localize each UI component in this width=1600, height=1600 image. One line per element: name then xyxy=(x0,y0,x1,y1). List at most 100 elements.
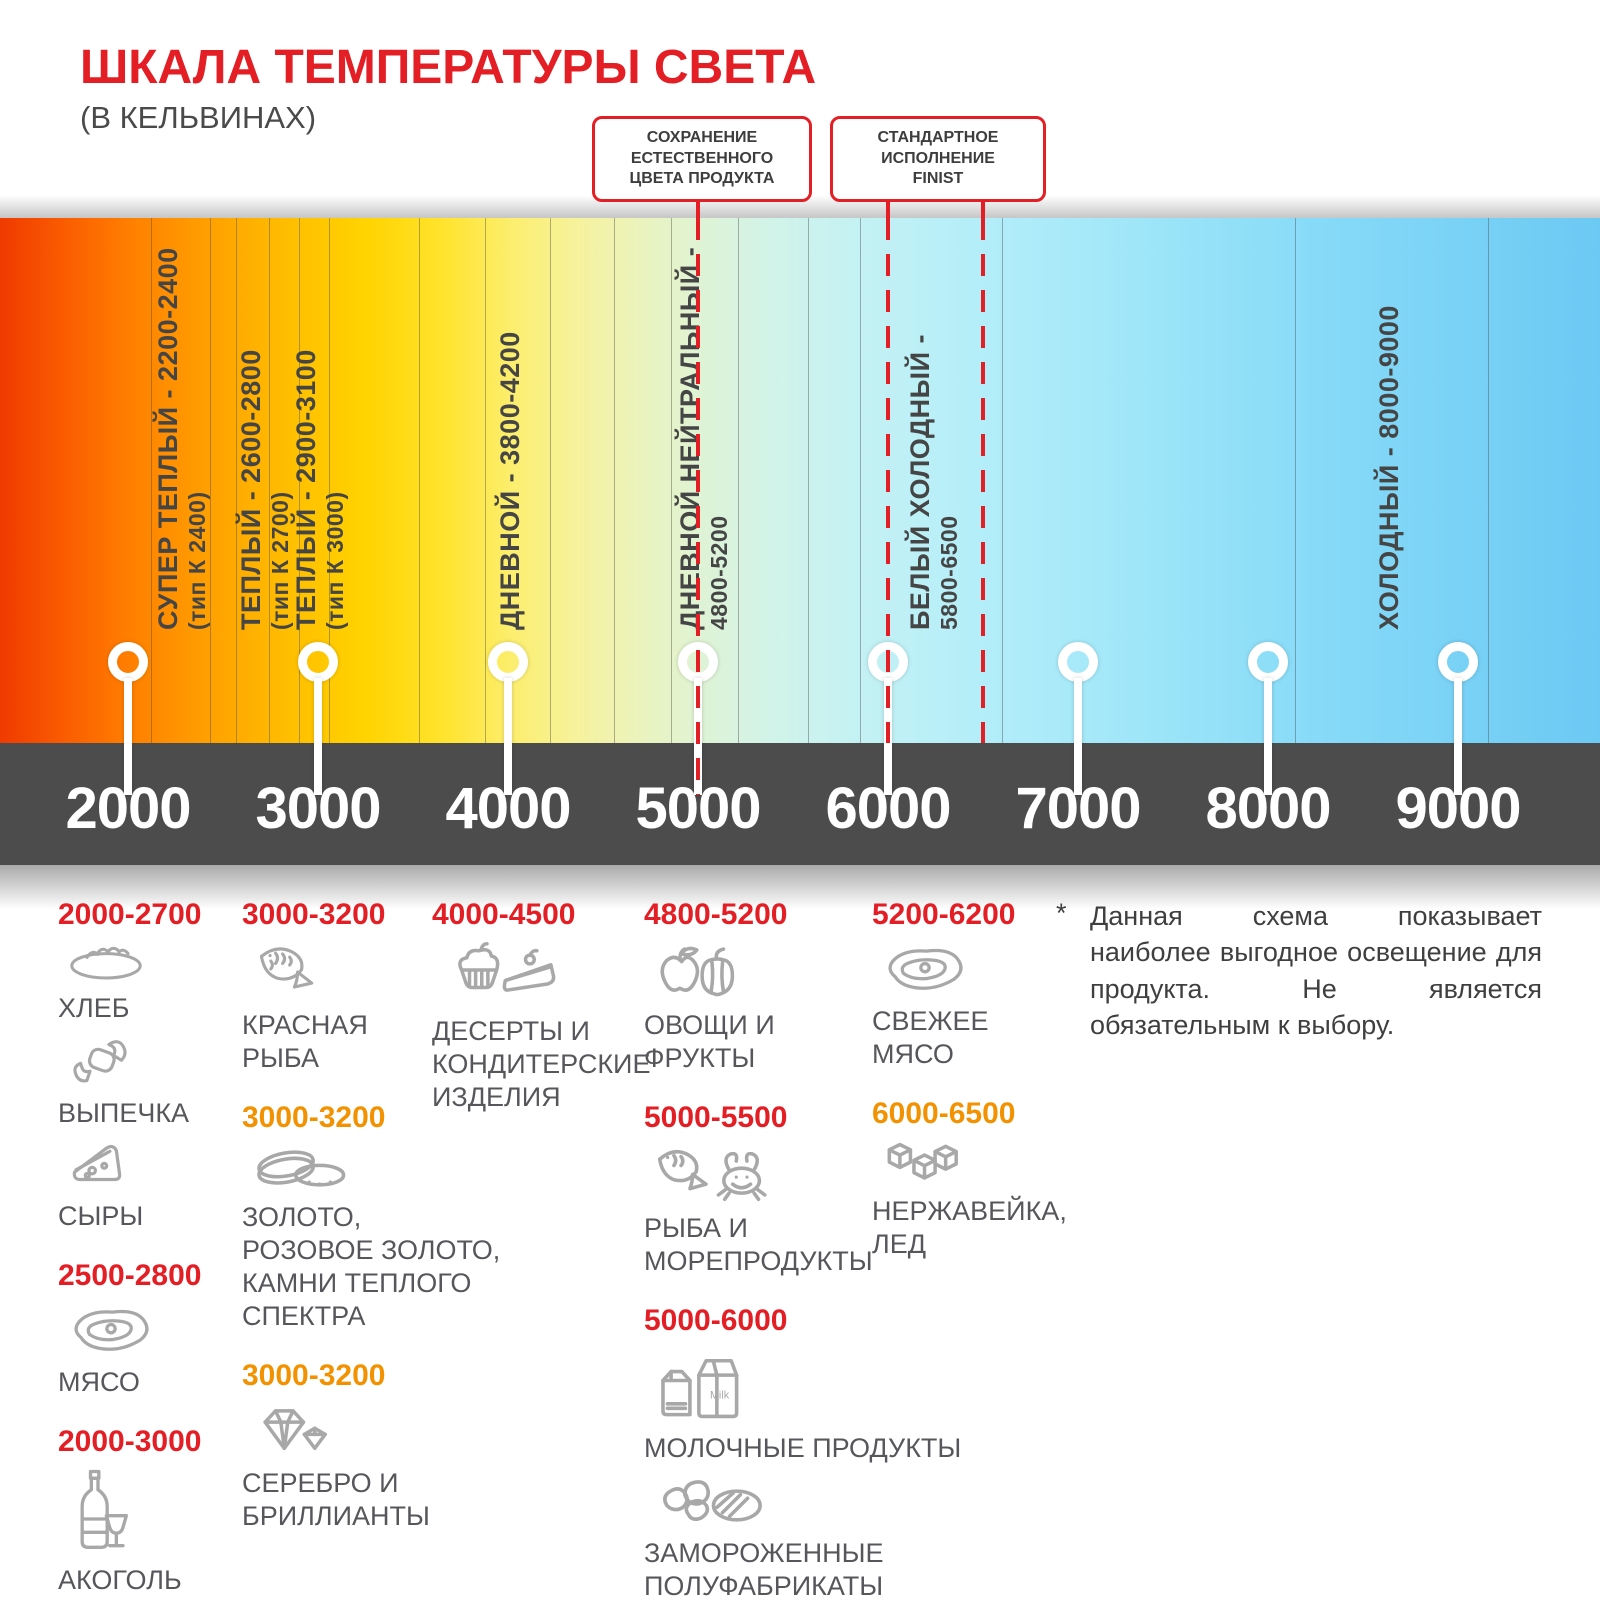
category-item: АКОГОЛЬ xyxy=(58,1469,238,1597)
category-item: ВЫПЕЧКА xyxy=(58,1035,238,1130)
category-item: КРАСНАЯ РЫБА xyxy=(242,942,482,1075)
category-range: 3000-3200 xyxy=(242,1358,386,1392)
zone-label-text: ТЕПЛЫЙ - 2900-3100 xyxy=(291,349,322,630)
callout-natural-color-text: СОХРАНЕНИЕ ЕСТЕСТВЕННОГО ЦВЕТА ПРОДУКТА xyxy=(629,128,775,188)
croissant-icon xyxy=(68,1035,238,1092)
page-title: ШКАЛА ТЕМПЕРАТУРЫ СВЕТА xyxy=(80,41,817,94)
svg-text:Milk: Milk xyxy=(710,1389,730,1401)
zone-label-range: (тип К 3000) xyxy=(322,491,349,630)
scale-pin-stem xyxy=(504,678,512,795)
category-item: Milk МОЛОЧНЫЕ ПРОДУКТЫ xyxy=(644,1348,961,1465)
gridline xyxy=(859,218,861,743)
gridline xyxy=(1294,218,1296,743)
callout-finist-standard-text: СТАНДАРТНОЕ ИСПОЛНЕНИЕ FINIST xyxy=(877,128,999,188)
temperature-zone-label: ДНЕВНОЙ - 3800-4200 xyxy=(495,331,526,630)
category-block: 2000-2700 ХЛЕБ ВЫПЕЧКА СЫРЫ xyxy=(58,898,238,1233)
category-block: 5200-6200 СВЕЖЕЕ МЯСО xyxy=(872,898,1082,1071)
category-label: РЫБА И МОРЕПРОДУКТЫ xyxy=(644,1212,873,1276)
category-block: 2500-2800 МЯСО xyxy=(58,1259,238,1399)
category-range: 5000-6000 xyxy=(644,1303,788,1337)
gridline xyxy=(1002,218,1003,743)
callout-finist-standard: СТАНДАРТНОЕ ИСПОЛНЕНИЕ FINIST xyxy=(830,116,1046,202)
gridline xyxy=(209,218,211,743)
category-range: 2000-3000 xyxy=(58,1424,202,1458)
gridline xyxy=(808,218,810,743)
temperature-zone-label: БЕЛЫЙ ХОЛОДНЫЙ -5800-6500 xyxy=(905,334,963,630)
bread-icon xyxy=(68,942,238,987)
scale-pin-stem xyxy=(1264,678,1272,795)
category-label: ВЫПЕЧКА xyxy=(58,1097,190,1128)
zone-label-range: 4800-5200 xyxy=(706,515,733,631)
category-label: СЫРЫ xyxy=(58,1200,144,1231)
scale-pin-ring xyxy=(1058,642,1098,682)
zone-label-text: ХОЛОДНЫЙ - 8000-9000 xyxy=(1374,305,1405,630)
category-label: КРАСНАЯ РЫБА xyxy=(242,1010,368,1073)
category-item: СЫРЫ xyxy=(58,1140,238,1233)
category-item: ДЕСЕРТЫ И КОНДИТЕРСКИЕ ИЗДЕЛИЯ xyxy=(432,942,651,1114)
band-top-shadow xyxy=(0,196,1600,218)
category-label: ОВОЩИ И ФРУКТЫ xyxy=(644,1010,775,1073)
gridline xyxy=(614,218,616,743)
rings-icon xyxy=(252,1145,482,1196)
diamond-icon xyxy=(252,1403,482,1462)
temperature-gradient-band xyxy=(0,218,1600,743)
page-subtitle: (В КЕЛЬВИНАХ) xyxy=(80,100,317,135)
gridline xyxy=(671,218,673,743)
footnote-asterisk: * xyxy=(1056,898,1067,928)
category-block: 3000-3200 ЗОЛОТО, РОЗОВОЕ ЗОЛОТО, КАМНИ Т… xyxy=(242,1100,500,1333)
category-column-3: 4000-4500 ДЕСЕРТЫ И КОНДИТЕРСКИЕ ИЗДЕЛИЯ xyxy=(432,898,651,1140)
seafood-icon xyxy=(654,1145,904,1207)
callout-stem xyxy=(981,197,985,219)
category-column-4: 4800-5200 ОВОЩИ И ФРУКТЫ 5000-5500 РЫБА И М… xyxy=(644,898,961,1600)
scale-pin-ring xyxy=(488,642,528,682)
gridline xyxy=(329,218,331,743)
category-item: СВЕЖЕЕ МЯСО xyxy=(872,942,1082,1071)
category-label: МЯСО xyxy=(58,1366,140,1397)
marker-dashed-line xyxy=(886,218,890,743)
category-item: ХЛЕБ xyxy=(58,942,238,1025)
scale-pin-ring xyxy=(108,642,148,682)
category-label: СЕРЕБРО И БРИЛЛИАНТЫ xyxy=(242,1467,430,1531)
marker-dashed-line xyxy=(981,218,985,743)
callout-stem xyxy=(886,197,890,219)
category-column-2: 3000-3200 КРАСНАЯ РЫБА 3000-3200 ЗОЛОТО, РО… xyxy=(242,898,500,1559)
gridline xyxy=(1488,218,1490,743)
category-item: ЗАМОРОЖЕННЫЕ ПОЛУФАБРИКАТЫ xyxy=(644,1475,904,1600)
category-range: 4800-5200 xyxy=(644,898,788,931)
zone-label-range: 5800-6500 xyxy=(936,515,963,631)
band-bottom-shadow xyxy=(0,865,1600,909)
category-block: 5000-6000 Milk МОЛОЧНЫЕ ПРОДУКТЫ ЗАМОРОЖЕНН… xyxy=(644,1303,961,1600)
category-column-5: 5200-6200 СВЕЖЕЕ МЯСО 6000-6500 НЕРЖАВЕЙКА,… xyxy=(872,898,1082,1287)
category-block: 2000-3000 АКОГОЛЬ xyxy=(58,1425,238,1597)
scale-pin-ring xyxy=(1438,642,1478,682)
gridline xyxy=(485,218,487,743)
gridline xyxy=(236,218,238,743)
fresh-meat-icon xyxy=(882,942,1082,1000)
category-label: ДЕСЕРТЫ И КОНДИТЕРСКИЕ ИЗДЕЛИЯ xyxy=(432,1016,651,1112)
gridline xyxy=(268,218,270,743)
category-range: 3000-3200 xyxy=(242,1100,386,1134)
category-block: 4000-4500 ДЕСЕРТЫ И КОНДИТЕРСКИЕ ИЗДЕЛИЯ xyxy=(432,898,651,1114)
category-range: 3000-3200 xyxy=(242,898,386,931)
cheese-icon xyxy=(68,1140,238,1195)
frozen-icon xyxy=(654,1475,904,1532)
callout-natural-color: СОХРАНЕНИЕ ЕСТЕСТВЕННОГО ЦВЕТА ПРОДУКТА xyxy=(592,116,812,202)
category-block: 6000-6500 НЕРЖАВЕЙКА, ЛЕД xyxy=(872,1097,1082,1261)
category-block: 3000-3200 СЕРЕБРО И БРИЛЛИАНТЫ xyxy=(242,1359,482,1533)
temperature-zone-label: СУПЕР ТЕПЛЫЙ - 2200-2400 (тип К 2400) xyxy=(153,247,211,630)
category-label: НЕРЖАВЕЙКА, ЛЕД xyxy=(872,1195,1067,1259)
temperature-zone-label: ХОЛОДНЫЙ - 8000-9000 xyxy=(1374,305,1405,630)
category-item: НЕРЖАВЕЙКА, ЛЕД xyxy=(872,1141,1082,1261)
category-item: ЗОЛОТО, РОЗОВОЕ ЗОЛОТО, КАМНИ ТЕПЛОГО СП… xyxy=(242,1145,500,1333)
meat-icon xyxy=(68,1303,238,1361)
kelvin-axis-band xyxy=(0,743,1600,865)
marker-dashed-line xyxy=(696,218,700,795)
zone-label-text: БЕЛЫЙ ХОЛОДНЫЙ - xyxy=(905,334,936,630)
category-label: ХЛЕБ xyxy=(58,993,130,1023)
scale-pin-stem xyxy=(124,678,132,795)
category-column-1: 2000-2700 ХЛЕБ ВЫПЕЧКА СЫРЫ 2500-2800 МЯСО 200… xyxy=(58,898,238,1600)
gridline xyxy=(737,218,739,743)
category-label: СВЕЖЕЕ МЯСО xyxy=(872,1006,989,1069)
category-range: 6000-6500 xyxy=(872,1096,1016,1130)
